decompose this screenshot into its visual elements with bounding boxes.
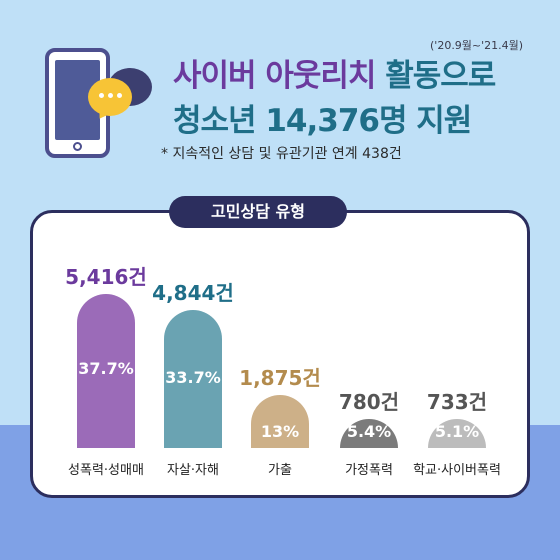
headline-line-1: 사이버 아웃리치 활동으로 <box>173 50 496 95</box>
subtitle: * 지속적인 상담 및 유관기관 연계 438건 <box>161 146 402 162</box>
bar-percent-label: 37.7% <box>78 358 134 378</box>
headline-line-2: 청소년 14,376명 지원 <box>173 103 472 139</box>
typing-dots-icon <box>99 93 122 98</box>
phone-home-button <box>73 142 82 151</box>
category-label: 자살·자해 <box>167 463 219 478</box>
bar-value-label: 4,844건 <box>152 281 234 306</box>
bar-percent-label: 5.1% <box>434 422 480 441</box>
bar-value-label: 733건 <box>426 390 488 414</box>
bar-value-label: 780건 <box>338 390 400 414</box>
bar-percent-label: 5.4% <box>346 422 392 441</box>
chart-title: 고민상담 유형 <box>169 196 347 228</box>
headline-part-1: 사이버 아웃리치 <box>173 58 386 94</box>
category-label: 가출 <box>268 463 292 478</box>
period-label: ('20.9월~'21.4월) <box>430 39 524 52</box>
bar-percent-label: 33.7% <box>165 368 221 388</box>
category-label: 성폭력·성매매 <box>68 463 144 478</box>
bar-value-label: 1,875건 <box>239 365 321 390</box>
bar-2 <box>164 310 222 448</box>
bar-3 <box>251 394 309 448</box>
category-label: 가정폭력 <box>345 463 393 478</box>
bar-1 <box>77 294 135 448</box>
bar-percent-label: 13% <box>260 422 300 441</box>
bar-value-label: 5,416건 <box>65 265 147 289</box>
headline-part-2: 활동으로 <box>385 58 496 94</box>
category-label: 학교·사이버폭력 <box>413 463 501 478</box>
